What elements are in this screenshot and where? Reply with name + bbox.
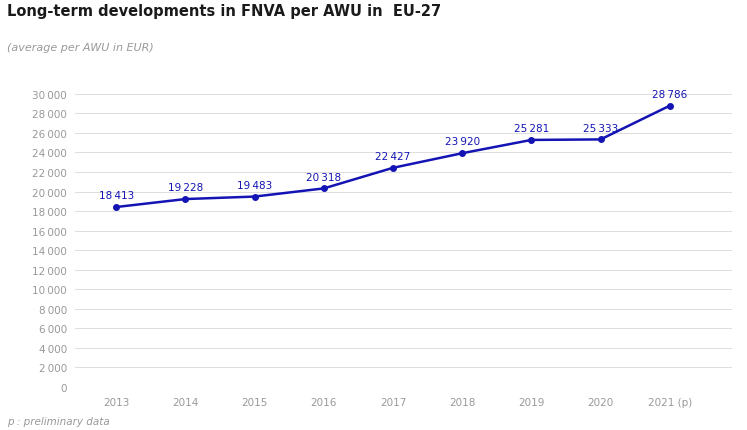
Text: 23 920: 23 920 (444, 137, 480, 147)
Text: p : preliminary data: p : preliminary data (7, 416, 111, 426)
Text: 25 333: 25 333 (583, 123, 619, 133)
Text: 19 483: 19 483 (237, 180, 272, 190)
Text: (average per AWU in EUR): (average per AWU in EUR) (7, 43, 154, 53)
Text: 25 281: 25 281 (514, 124, 549, 134)
Text: 18 413: 18 413 (99, 191, 134, 201)
Text: 20 318: 20 318 (306, 172, 341, 182)
Text: 22 427: 22 427 (376, 152, 411, 162)
Text: 28 786: 28 786 (652, 89, 687, 100)
Text: Long-term developments in FNVA per AWU in  EU-27: Long-term developments in FNVA per AWU i… (7, 4, 441, 19)
Text: 19 228: 19 228 (168, 183, 203, 193)
